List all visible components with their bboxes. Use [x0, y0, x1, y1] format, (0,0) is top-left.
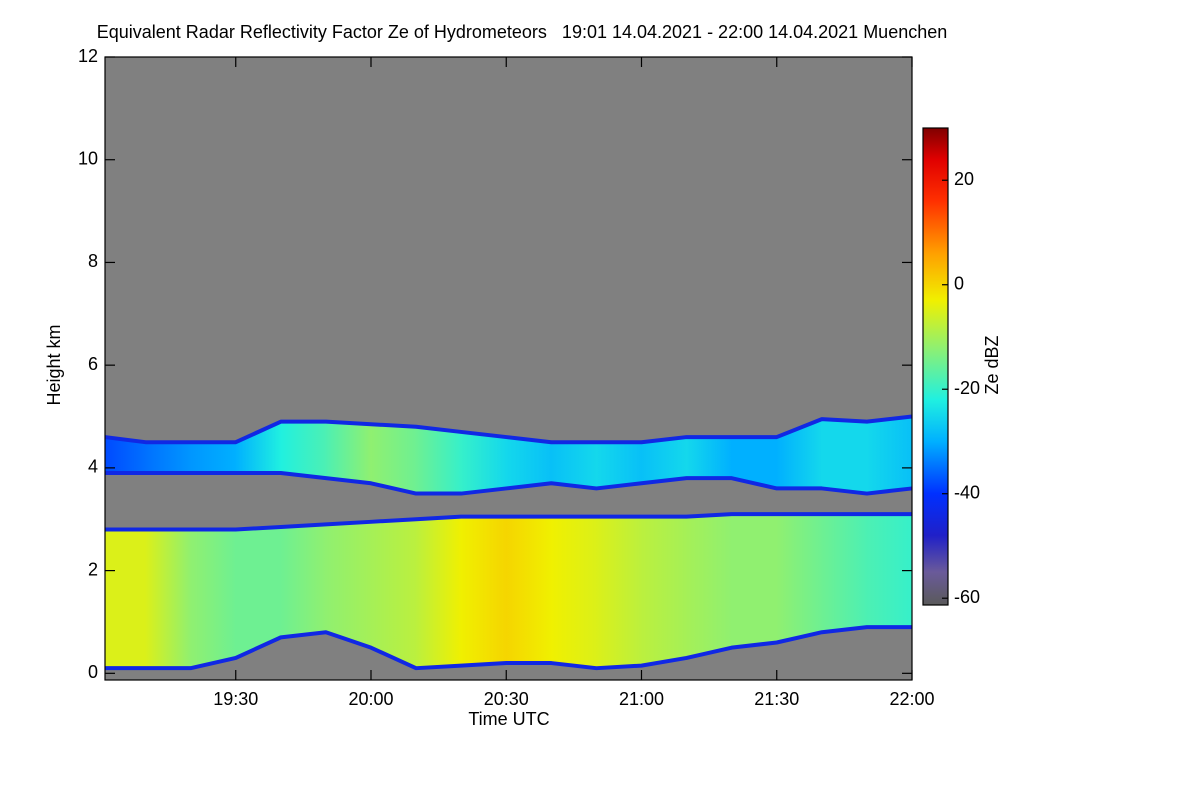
- colorbar-frame: [922, 127, 949, 606]
- y-axis-label: Height km: [44, 324, 64, 405]
- reflectivity-cell: [731, 514, 778, 648]
- reflectivity-cell: [104, 437, 146, 474]
- reflectivity-cell: [641, 437, 687, 484]
- x-tick-label: 21:00: [619, 689, 664, 709]
- reflectivity-cell: [866, 416, 913, 494]
- reflectivity-cell: [190, 442, 237, 474]
- reflectivity-cell: [235, 526, 282, 658]
- colorbar-label: Ze dBZ: [982, 335, 1002, 394]
- reflectivity-cell: [280, 421, 327, 479]
- x-tick-label: 22:00: [889, 689, 934, 709]
- reflectivity-cell: [776, 514, 823, 643]
- reflectivity-cell: [731, 437, 778, 489]
- layer-base-edge: [105, 625, 912, 671]
- reflectivity-cell: [505, 516, 552, 664]
- layer-top-edge: [104, 414, 913, 445]
- plot-frame: [104, 56, 913, 681]
- reflectivity-cell: [190, 529, 237, 669]
- x-tick-label: 20:30: [484, 689, 529, 709]
- reflectivity-cell: [280, 524, 327, 638]
- reflectivity-cell: [686, 437, 733, 479]
- x-tick-label: 20:00: [348, 689, 393, 709]
- x-tick-label: 19:30: [213, 689, 258, 709]
- y-tick-label: 6: [88, 354, 98, 374]
- y-tick-label: 12: [78, 46, 98, 66]
- reflectivity-cell: [550, 516, 597, 669]
- reflectivity-cell: [370, 519, 417, 669]
- x-axis-label: Time UTC: [468, 709, 549, 729]
- y-tick-label: 2: [88, 559, 98, 579]
- reflectivity-cell: [325, 421, 372, 484]
- reflectivity-cell: [460, 516, 507, 666]
- reflectivity-cell: [145, 529, 192, 669]
- y-tick-label: 8: [88, 251, 98, 271]
- layer-top-edge: [105, 512, 912, 532]
- y-tick-label: 10: [78, 148, 98, 168]
- reflectivity-cell: [776, 419, 823, 489]
- reflectivity-cell: [104, 529, 146, 669]
- reflectivity-cell: [596, 442, 642, 489]
- reflectivity-cell: [415, 426, 462, 494]
- reflectivity-cell: [821, 419, 868, 494]
- y-tick-label: 4: [88, 457, 98, 477]
- colorbar-tick-label: -40: [954, 482, 980, 502]
- reflectivity-cell: [370, 424, 417, 494]
- reflectivity-cell: [866, 514, 913, 628]
- cloud-layer: [104, 512, 913, 671]
- layer-base-edge: [105, 471, 913, 496]
- reflectivity-cell: [821, 514, 868, 633]
- reflectivity-cell: [641, 516, 687, 666]
- cloud-layer: [104, 414, 913, 496]
- colorbar-tick-label: 0: [954, 273, 964, 293]
- x-tick-label: 21:30: [754, 689, 799, 709]
- colorbar: [923, 128, 948, 605]
- reflectivity-cell: [235, 421, 282, 474]
- y-tick-label: 0: [88, 662, 98, 682]
- reflectivity-cell: [145, 442, 192, 474]
- reflectivity-cell: [325, 521, 372, 648]
- reflectivity-cell: [596, 516, 642, 669]
- colorbar-tick-label: 20: [954, 169, 974, 189]
- reflectivity-cell: [550, 442, 597, 489]
- chart-title: Equivalent Radar Reflectivity Factor Ze …: [97, 22, 948, 42]
- colorbar-tick-label: -60: [954, 587, 980, 607]
- reflectivity-cell: [505, 437, 552, 489]
- reflectivity-cell: [686, 514, 733, 658]
- reflectivity-cell: [415, 516, 462, 669]
- reflectivity-cell: [460, 431, 507, 494]
- colorbar-tick-label: -20: [954, 378, 980, 398]
